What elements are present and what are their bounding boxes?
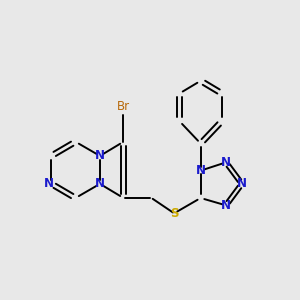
Text: S: S — [170, 207, 178, 220]
Text: N: N — [44, 177, 54, 190]
Text: Br: Br — [117, 100, 130, 113]
Text: N: N — [196, 164, 206, 177]
Text: N: N — [237, 177, 247, 190]
Text: N: N — [95, 149, 105, 162]
Text: N: N — [95, 177, 105, 190]
Text: N: N — [221, 199, 231, 212]
Text: N: N — [221, 156, 231, 169]
